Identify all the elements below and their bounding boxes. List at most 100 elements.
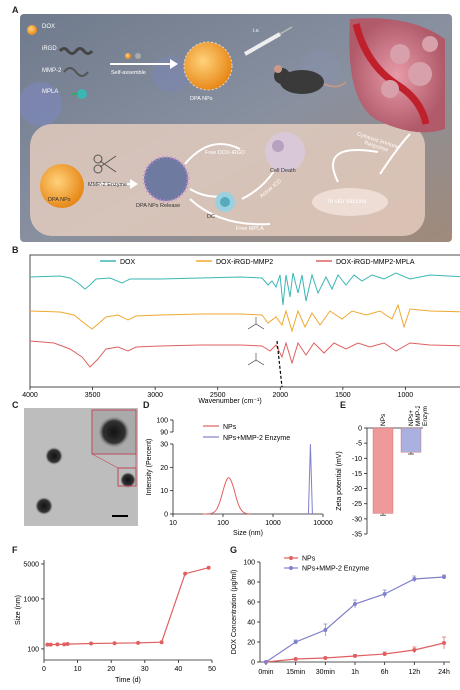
data-point [293, 657, 298, 661]
in-situ-vaccine-label: In situ Vaccine [328, 199, 367, 205]
panel-label-d: D [143, 400, 150, 410]
chart-b-legend: DOX DOX-iRGD-MMP2 DOX-iRGD-MMP2-MPLA [100, 259, 415, 266]
data-point [89, 641, 94, 646]
mpla-icon [72, 89, 87, 99]
syringe-icon [244, 26, 293, 56]
cell-death-label: Cell Death [270, 168, 296, 174]
xtick-label: 30min [316, 669, 335, 676]
xtick-label: 1000 [265, 520, 281, 527]
data-point [442, 641, 446, 645]
ytick-label: 20 [247, 640, 255, 647]
dashed-marker-line [276, 340, 283, 388]
ytick-label: 0 [358, 426, 362, 433]
cell-death-icon [265, 132, 305, 172]
chart-g-release: 0 20 40 60 80 100 0min 15min 30min 1h 6h 12h 24h DOX … [231, 556, 450, 676]
chart-b-xlabel: Wavenumber (cm⁻¹) [198, 398, 261, 405]
free-dox-irgd-label: Free DOX-iRGD [205, 150, 246, 156]
xtick-label: 2500 [210, 392, 226, 399]
ytick-label: -20 [352, 486, 362, 493]
ytick-label: 40 [247, 620, 255, 627]
legend-text-dox-irgd-mmp2: DOX-iRGD-MMP2 [216, 259, 273, 266]
iv-label: i.v. [253, 28, 260, 34]
data-point [412, 577, 417, 581]
data-point [382, 592, 387, 596]
ytick-label: -35 [352, 532, 362, 539]
panel-a-schematic [20, 14, 452, 242]
dpa-nanoparticle-top [183, 41, 233, 91]
ytick-label: 20 [160, 465, 168, 472]
nanoparticle-dot [35, 497, 53, 515]
ytick-label: 100 [156, 418, 168, 425]
ytick-label: -10 [352, 456, 362, 463]
data-point [183, 571, 188, 576]
legend-text-nps-enzyme: NPs+MMP-2 Enzyme [223, 435, 290, 442]
bar [400, 427, 422, 453]
xtick-label: 50 [208, 666, 216, 673]
data-point [323, 628, 328, 632]
xtick-label: 15min [286, 669, 305, 676]
zoom-box-small [117, 467, 137, 487]
ytick-label: -5 [356, 441, 362, 448]
dpa-nps-release-label: DPA NPs Release [136, 203, 181, 209]
data-point [382, 652, 387, 656]
xtick-label: 0 [42, 666, 46, 673]
ytick-label: 60 [247, 600, 255, 607]
data-point [136, 640, 141, 645]
chart-g-ylabel: DOX Concentration (μg/ml) [231, 570, 238, 655]
category-label: NPs [380, 413, 387, 426]
ytick-label: 5000 [23, 561, 39, 568]
nanoparticle-zoom [98, 416, 130, 448]
panel-label-b: B [12, 245, 19, 255]
mmp2-icon [63, 67, 89, 77]
xtick-label: 40 [175, 666, 183, 673]
data-point [206, 565, 211, 570]
legend-text-nps: NPs [223, 424, 237, 431]
mouse-icon [274, 65, 347, 94]
chart-b-frame [29, 254, 460, 388]
data-point [264, 660, 268, 664]
chart-d-ylabel: Intensity (Percent) [146, 439, 153, 496]
nanoparticle-dot [45, 447, 63, 465]
dc-label: DC [207, 214, 215, 220]
ytick-label: 80 [247, 580, 255, 587]
xtick-label: 1000 [398, 392, 414, 399]
data-point [353, 602, 357, 606]
chart-b-ftir: DOX DOX-iRGD-MMP2 DOX-iRGD-MMP2-MPLA 400… [22, 254, 460, 405]
legend-mmp2: MMP-2 [42, 68, 62, 74]
panel-label-a: A [12, 5, 19, 15]
dpa-nps-top-label: DPA NPs [190, 96, 213, 102]
data-point [45, 642, 50, 647]
series-line-dox-irgd-mmp2 [29, 303, 460, 333]
panel-label-e: E [340, 400, 347, 410]
chart-f-size-time: 100 1000 5000 0 10 20 30 40 50 Time (d) Size (nm) [15, 560, 216, 684]
series-line-nps-enzyme [307, 443, 313, 515]
tumor-tissue-illustration [349, 18, 445, 133]
free-mpla-label: Free MPLA [236, 226, 264, 232]
panel-label-f: F [12, 545, 18, 555]
legend-dox: DOX [42, 24, 56, 30]
dendritic-cell-icon [215, 192, 235, 212]
xtick-label: 1500 [335, 392, 351, 399]
mmp2-enzyme-label: MMP-2 Enzyme [88, 182, 128, 188]
legend-marker [289, 556, 293, 560]
irgd-icon [58, 47, 94, 55]
xtick-label: 10000 [313, 520, 333, 527]
ytick-label: -25 [352, 501, 362, 508]
ytick-label: 90 [160, 430, 168, 437]
chart-e-zeta: 0 -5 -10 -15 -20 -25 -30 -35 Zeta potential (mV)… [336, 406, 429, 539]
xtick-label: 2000 [272, 392, 288, 399]
in-situ-vaccine-ellipse [312, 188, 388, 216]
xtick-label: 1h [351, 669, 359, 676]
data-point [159, 640, 164, 645]
ytick-label: -30 [352, 516, 362, 523]
legend-irgd: iRGD [42, 46, 57, 52]
xtick-label: 6h [381, 669, 389, 676]
legend-text: NPs [302, 556, 316, 563]
ytick-label: 0 [164, 512, 168, 519]
series-line-nps [203, 477, 251, 515]
category-label: NPs+MMP-2Enzyme [408, 406, 429, 426]
xtick-label: 24h [438, 669, 450, 676]
data-point [112, 641, 117, 646]
bar [372, 427, 394, 514]
dpa-nps-label: DPA NPs [48, 197, 71, 203]
